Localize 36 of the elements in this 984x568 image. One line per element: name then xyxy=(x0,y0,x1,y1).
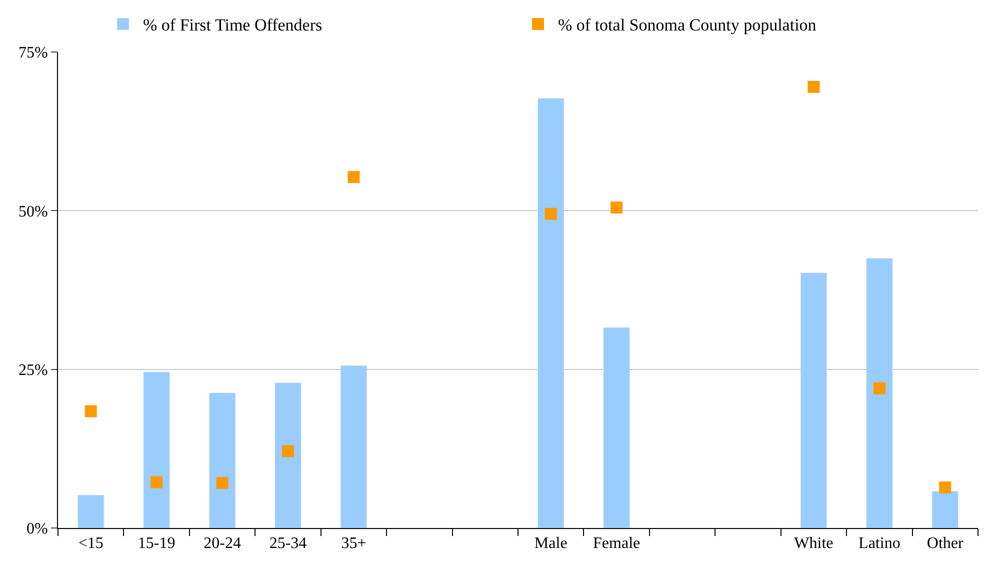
x-tick-label: 35+ xyxy=(341,535,366,552)
bar xyxy=(340,365,368,528)
bar xyxy=(932,490,959,528)
point xyxy=(84,405,97,418)
bar xyxy=(274,382,302,528)
point xyxy=(348,171,360,184)
x-tick-label: <15 xyxy=(78,535,104,552)
point xyxy=(544,208,557,220)
x-tick-label: Female xyxy=(593,535,640,552)
x-tick-label: Other xyxy=(926,535,964,552)
bar xyxy=(77,494,104,528)
point xyxy=(873,382,886,394)
y-tick-label: 25% xyxy=(18,362,48,379)
legend-label: % of total Sonoma County population xyxy=(558,16,817,35)
x-tick-label: 25-34 xyxy=(269,535,307,552)
bar xyxy=(537,98,564,528)
x-tick-label: White xyxy=(794,535,834,552)
point xyxy=(610,201,623,214)
bar xyxy=(800,272,828,528)
x-tick-label: Male xyxy=(534,535,568,552)
point xyxy=(282,445,294,458)
x-tick-label: Latino xyxy=(858,535,900,552)
point xyxy=(808,80,820,93)
y-tick-label: 75% xyxy=(18,44,48,62)
y-tick-label: 50% xyxy=(18,203,48,220)
bar xyxy=(603,327,630,528)
point xyxy=(150,476,163,488)
bar xyxy=(143,372,170,528)
bar xyxy=(866,258,893,528)
x-tick-label: 20-24 xyxy=(204,535,241,552)
x-tick-label: 15-19 xyxy=(138,535,176,552)
bar xyxy=(208,392,236,528)
legend-label: % of First Time Offenders xyxy=(143,16,322,35)
point xyxy=(939,481,952,494)
point xyxy=(216,476,228,489)
y-tick-label: 0% xyxy=(26,520,48,538)
